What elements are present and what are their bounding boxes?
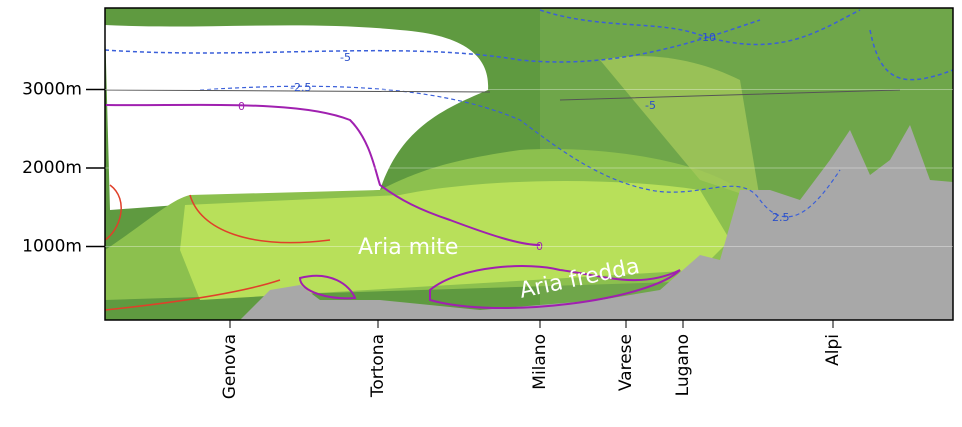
y-tick-label: 1000m: [22, 237, 82, 257]
contour-label: -5: [645, 99, 656, 112]
isotherm-2-5: [199, 85, 841, 218]
contour-label: 2.5: [772, 211, 790, 224]
contour-label: 0: [536, 240, 543, 253]
y-tick-label: 2000m: [22, 158, 82, 178]
isotherm-10: [539, 9, 954, 81]
isotherm-5: [104, 19, 761, 63]
place-label: Tortona: [368, 334, 388, 398]
frame: [104, 7, 954, 321]
place-label: Genova: [220, 334, 240, 399]
clear-zone: [105, 25, 489, 210]
place-label: Milano: [530, 334, 550, 390]
place-label: Alpi: [823, 334, 843, 366]
warm-contour: [104, 184, 331, 311]
wind-barbs: [104, 89, 901, 101]
place-label: Lugano: [673, 334, 693, 396]
contour-label: -10: [698, 31, 716, 44]
contour-label: -2.5: [290, 81, 311, 94]
place-label: Varese: [616, 334, 636, 391]
zero-isotherm: [104, 103, 541, 246]
contour-label: -5: [340, 51, 351, 64]
terrain: [240, 125, 953, 320]
annotation: Aria mite: [358, 235, 458, 260]
mild-air-zone: [180, 180, 730, 300]
upper-mild-zone: [600, 56, 760, 200]
y-tick-label: 3000m: [22, 80, 82, 100]
cold-contour: [298, 265, 681, 310]
contour-label: 0: [238, 100, 245, 113]
